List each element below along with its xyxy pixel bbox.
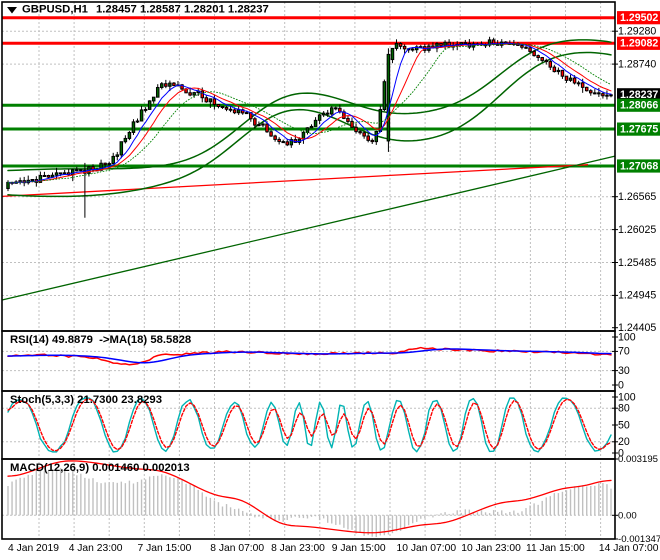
svg-text:1.29280: 1.29280 (618, 26, 656, 38)
svg-text:1.27675: 1.27675 (620, 124, 658, 136)
svg-text:1.26565: 1.26565 (618, 191, 656, 203)
svg-text:50: 50 (618, 419, 630, 431)
svg-text:0: 0 (618, 379, 624, 391)
svg-text:1.28740: 1.28740 (618, 58, 656, 70)
svg-text:70: 70 (618, 346, 630, 358)
svg-text:80: 80 (618, 403, 630, 415)
svg-text:8 Jan 07:00: 8 Jan 07:00 (210, 543, 264, 554)
svg-text:1.29082: 1.29082 (620, 38, 658, 50)
svg-text:100: 100 (618, 391, 636, 403)
svg-text:GBPUSD,H1: GBPUSD,H1 (22, 4, 88, 16)
svg-text:11 Jan 15:00: 11 Jan 15:00 (526, 543, 585, 554)
svg-text:Stoch(5,3,3) 21.7300 23.8293: Stoch(5,3,3) 21.7300 23.8293 (10, 394, 162, 406)
svg-text:1.24945: 1.24945 (618, 290, 656, 302)
svg-text:20: 20 (618, 436, 630, 448)
svg-text:4 Jan 2019: 4 Jan 2019 (8, 543, 59, 554)
svg-text:1.28457 1.28587 1.28201 1.2823: 1.28457 1.28587 1.28201 1.28237 (96, 4, 269, 16)
svg-text:10 Jan 07:00: 10 Jan 07:00 (397, 543, 457, 554)
svg-text:0.00: 0.00 (618, 510, 637, 521)
svg-text:1.29502: 1.29502 (620, 12, 658, 24)
svg-text:8 Jan 23:00: 8 Jan 23:00 (271, 543, 325, 554)
svg-text:RSI(14) 49.8879 ->MA(18) 58.5: RSI(14) 49.8879 ->MA(18) 58.5828 (10, 334, 191, 346)
svg-text:100: 100 (618, 331, 636, 343)
svg-text:MACD(12,26,9) 0.001460 0.00201: MACD(12,26,9) 0.001460 0.002013 (10, 462, 190, 474)
svg-text:1.25485: 1.25485 (618, 257, 656, 269)
svg-text:0.003195: 0.003195 (618, 454, 658, 465)
svg-text:10 Jan 23:00: 10 Jan 23:00 (461, 543, 521, 554)
svg-text:1.26025: 1.26025 (618, 224, 656, 236)
svg-text:9 Jan 15:00: 9 Jan 15:00 (332, 543, 386, 554)
svg-text:7 Jan 15:00: 7 Jan 15:00 (138, 543, 192, 554)
svg-text:14 Jan 07:00: 14 Jan 07:00 (599, 543, 659, 554)
svg-text:1.27068: 1.27068 (620, 160, 658, 172)
svg-text:30: 30 (618, 365, 630, 377)
svg-text:4 Jan 23:00: 4 Jan 23:00 (69, 543, 123, 554)
svg-text:1.28066: 1.28066 (620, 100, 658, 112)
